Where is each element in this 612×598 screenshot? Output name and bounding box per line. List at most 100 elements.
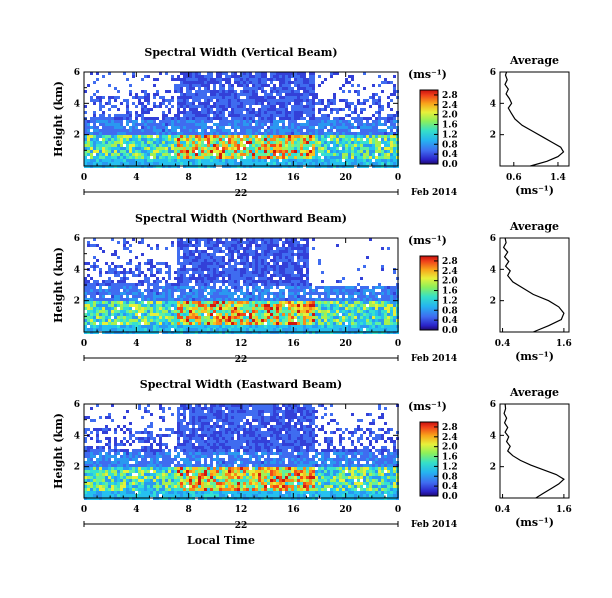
colorbar-tick-label: 1.2 (442, 462, 458, 472)
y-tick-label: 4 (74, 99, 80, 109)
chart-title: Spectral Width (Northward Beam) (135, 212, 347, 225)
colorbar-tick-label: 2.8 (442, 257, 458, 267)
average-x-tick-label: 1.6 (556, 339, 572, 349)
average-profile-line (504, 71, 565, 167)
colorbar-tick-label: 0.4 (442, 150, 458, 160)
x-tick-label: 4 (133, 505, 139, 515)
colorbar (419, 255, 439, 331)
colorbar-unit: (ms⁻¹) (408, 400, 447, 413)
colorbar-tick-label: 0.8 (442, 140, 458, 150)
colorbar-unit: (ms⁻¹) (408, 68, 447, 81)
date-label: 22 (235, 355, 248, 365)
x-tick-label: 12 (235, 339, 248, 349)
colorbar (419, 421, 439, 497)
x-tick-label: 12 (235, 173, 248, 183)
colorbar-tick-label: 0.4 (442, 316, 458, 326)
average-x-axis-label: (ms⁻¹) (515, 184, 554, 197)
average-title: Average (509, 386, 559, 399)
x-tick-label: 20 (339, 505, 352, 515)
average-y-tick-label: 4 (490, 431, 496, 441)
date-suffix: Feb 2014 (411, 188, 457, 198)
average-y-tick-label: 4 (490, 99, 496, 109)
colorbar-tick-label: 1.6 (442, 287, 458, 297)
average-y-tick-label: 4 (490, 265, 496, 275)
heatmap-cells (84, 238, 399, 334)
average-title: Average (509, 220, 559, 233)
x-tick-label: 4 (133, 173, 139, 183)
colorbar-tick-label: 2.4 (442, 267, 458, 277)
colorbar-tick-label: 0.0 (442, 160, 458, 170)
colorbar-tick-label: 1.6 (442, 121, 458, 131)
x-tick-label: 0 (81, 505, 87, 515)
average-frame (499, 237, 570, 333)
average-y-tick-label: 6 (490, 400, 496, 410)
colorbar-tick-label: 2.4 (442, 101, 458, 111)
colorbar-tick-label: 0.8 (442, 472, 458, 482)
average-frame (499, 403, 570, 499)
colorbar (419, 89, 439, 165)
average-y-tick-label: 6 (490, 68, 496, 78)
average-profile-line (502, 237, 565, 333)
colorbar-tick-label: 0.0 (442, 492, 458, 502)
colorbar-tick-label: 1.2 (442, 296, 458, 306)
average-x-tick-label: 0.4 (495, 339, 511, 349)
y-tick-label: 4 (74, 431, 80, 441)
colorbar-tick-label: 0.4 (442, 482, 458, 492)
colorbar-tick-label: 0.8 (442, 306, 458, 316)
x-tick-label: 16 (287, 505, 300, 515)
colorbar-tick-label: 2.0 (442, 111, 458, 121)
x-tick-label: 0 (395, 339, 401, 349)
x-tick-label: 4 (133, 339, 139, 349)
average-x-tick-label: 0.4 (495, 505, 511, 515)
y-tick-label: 2 (74, 297, 80, 307)
x-tick-label: 0 (81, 339, 87, 349)
x-tick-label: 8 (186, 339, 192, 349)
date-suffix: Feb 2014 (411, 354, 457, 364)
average-x-tick-label: 1.4 (550, 173, 566, 183)
chart-title: Spectral Width (Vertical Beam) (144, 46, 337, 59)
colorbar-tick-label: 0.0 (442, 326, 458, 336)
y-tick-label: 4 (74, 265, 80, 275)
y-axis-label: Height (km) (52, 247, 65, 323)
x-tick-label: 0 (395, 505, 401, 515)
x-tick-label: 16 (287, 173, 300, 183)
y-tick-label: 6 (74, 68, 80, 78)
colorbar-tick-label: 1.2 (442, 130, 458, 140)
panel-1: Spectral Width (Northward Beam) Height (k… (52, 212, 572, 365)
colorbar-tick-label: 2.4 (442, 433, 458, 443)
x-tick-label: 8 (186, 505, 192, 515)
date-suffix: Feb 2014 (411, 520, 457, 530)
average-profile-line (503, 403, 565, 499)
average-y-tick-label: 2 (490, 297, 496, 307)
heatmap-cells (84, 404, 399, 500)
x-tick-label: 16 (287, 339, 300, 349)
average-x-tick-label: 0.6 (506, 173, 522, 183)
average-y-tick-label: 6 (490, 234, 496, 244)
heatmap-cells (84, 72, 399, 168)
y-tick-label: 2 (74, 463, 80, 473)
colorbar-tick-label: 1.6 (442, 453, 458, 463)
average-y-tick-label: 2 (490, 463, 496, 473)
colorbar-unit: (ms⁻¹) (408, 234, 447, 247)
date-label: 22 (235, 521, 248, 531)
y-tick-label: 6 (74, 234, 80, 244)
average-x-axis-label: (ms⁻¹) (515, 516, 554, 529)
colorbar-tick-label: 2.8 (442, 91, 458, 101)
x-tick-label: 8 (186, 173, 192, 183)
chart-title: Spectral Width (Eastward Beam) (140, 378, 342, 391)
x-tick-label: 20 (339, 339, 352, 349)
y-tick-label: 6 (74, 400, 80, 410)
date-label: 22 (235, 189, 248, 199)
x-tick-label: 0 (395, 173, 401, 183)
x-axis-label: Local Time (187, 534, 255, 547)
colorbar-tick-label: 2.8 (442, 423, 458, 433)
average-x-axis-label: (ms⁻¹) (515, 350, 554, 363)
average-frame (499, 71, 570, 167)
y-tick-label: 2 (74, 131, 80, 141)
x-tick-label: 12 (235, 505, 248, 515)
colorbar-tick-label: 2.0 (442, 277, 458, 287)
x-tick-label: 20 (339, 173, 352, 183)
y-axis-label: Height (km) (52, 81, 65, 157)
y-axis-label: Height (km) (52, 413, 65, 489)
